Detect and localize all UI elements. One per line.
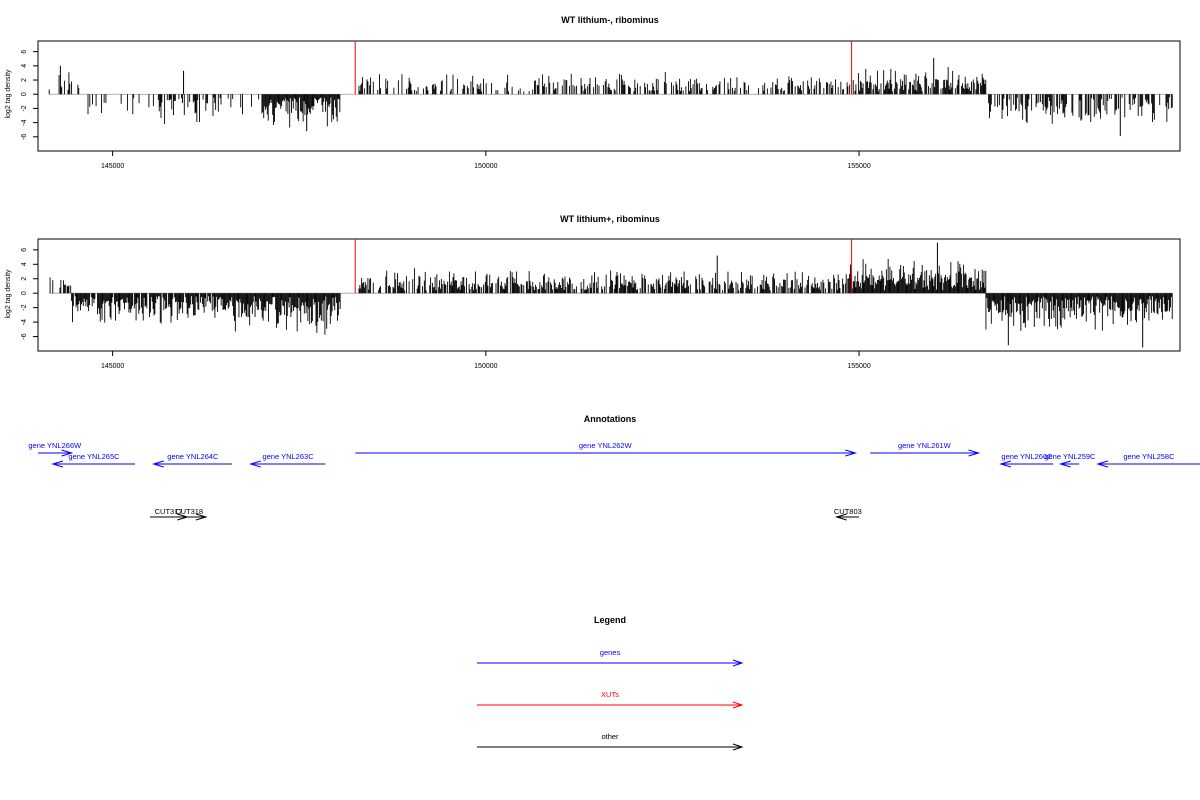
track-panel-lithium-minus: WT lithium-, ribominus log2 tag density … xyxy=(5,15,1181,170)
gene-arrow-head xyxy=(968,449,981,457)
track-title: WT lithium+, ribominus xyxy=(560,214,660,224)
legend-label: genes xyxy=(600,648,621,657)
gene-label: gene YNL265C xyxy=(68,452,120,461)
gene-arrow-head xyxy=(151,460,164,468)
y-tick-label: 0 xyxy=(21,291,28,295)
gene-arrow-head xyxy=(1058,460,1071,468)
other-label: CUT318 xyxy=(175,507,203,516)
track-title: WT lithium-, ribominus xyxy=(561,15,659,25)
gene-label: gene YNL259C xyxy=(1044,452,1096,461)
gene-arrow-head xyxy=(845,449,858,457)
legend-arrowhead xyxy=(732,659,744,667)
y-axis-label: log2 tag density xyxy=(5,69,12,119)
legend-label: XUTs xyxy=(601,690,619,699)
legend: Legend genes XUTs other xyxy=(477,615,744,751)
legend-title: Legend xyxy=(594,615,626,625)
y-tick-label: -4 xyxy=(21,119,28,125)
other-label: CUT803 xyxy=(834,507,862,516)
y-axis: -6 -4 -2 0 2 4 6 xyxy=(21,248,38,340)
gene-label: gene YNL258C xyxy=(1123,452,1175,461)
gene-label: gene YNL261W xyxy=(898,441,952,450)
annotations-title: Annotations xyxy=(584,414,637,424)
y-tick-label: -6 xyxy=(21,134,28,140)
y-tick-label: 6 xyxy=(21,248,28,252)
x-tick-label: 150000 xyxy=(474,363,497,370)
x-tick-label: 150000 xyxy=(474,163,497,170)
x-tick-label: 145000 xyxy=(101,163,124,170)
gene-label: gene YNL262W xyxy=(579,441,633,450)
legend-arrowhead xyxy=(732,701,744,709)
y-tick-label: 2 xyxy=(21,78,28,82)
legend-label: other xyxy=(601,732,619,741)
y-axis-label: log2 tag density xyxy=(5,269,12,319)
gene-label: gene YNL266W xyxy=(28,441,82,450)
x-axis: 145000 150000 155000 xyxy=(101,351,871,370)
y-tick-label: -4 xyxy=(21,319,28,325)
y-tick-label: -2 xyxy=(21,304,28,310)
y-tick-label: 4 xyxy=(21,64,28,68)
gene-arrow-head xyxy=(51,460,64,468)
other-arrow-head xyxy=(195,513,208,521)
y-tick-label: 0 xyxy=(21,92,28,96)
y-tick-label: 4 xyxy=(21,262,28,266)
y-tick-label: 2 xyxy=(21,277,28,281)
gene-annotations: gene YNL266W gene YNL265C gene YNL264C gene… xyxy=(28,441,1200,468)
y-tick-label: -6 xyxy=(21,333,28,339)
x-tick-label: 155000 xyxy=(847,163,870,170)
xut-markers xyxy=(354,239,853,294)
x-axis: 145000 150000 155000 xyxy=(101,151,871,170)
y-axis: -6 -4 -2 0 2 4 6 xyxy=(21,50,38,140)
y-tick-label: -2 xyxy=(21,105,28,111)
other-arrow-head xyxy=(834,513,847,521)
x-tick-label: 155000 xyxy=(847,363,870,370)
gene-label: gene YNL260C xyxy=(1001,452,1053,461)
xut-markers xyxy=(354,41,853,95)
track-panel-lithium-plus: WT lithium+, ribominus log2 tag density … xyxy=(5,214,1181,370)
density-bars xyxy=(48,58,1173,137)
other-label: CUT317 xyxy=(155,507,183,516)
gene-label: gene YNL264C xyxy=(167,452,219,461)
gene-arrow-head xyxy=(1096,460,1109,468)
y-tick-label: 6 xyxy=(21,50,28,54)
gene-label: gene YNL263C xyxy=(262,452,314,461)
gene-arrow-head xyxy=(61,449,74,457)
legend-items: genes XUTs other xyxy=(477,648,744,751)
x-tick-label: 145000 xyxy=(101,363,124,370)
gene-arrow-head xyxy=(248,460,261,468)
legend-arrowhead xyxy=(732,743,744,751)
plot-frame xyxy=(37,40,1181,152)
plot-frame xyxy=(37,238,1181,352)
density-bars xyxy=(49,242,1173,348)
gene-arrow-head xyxy=(999,460,1012,468)
